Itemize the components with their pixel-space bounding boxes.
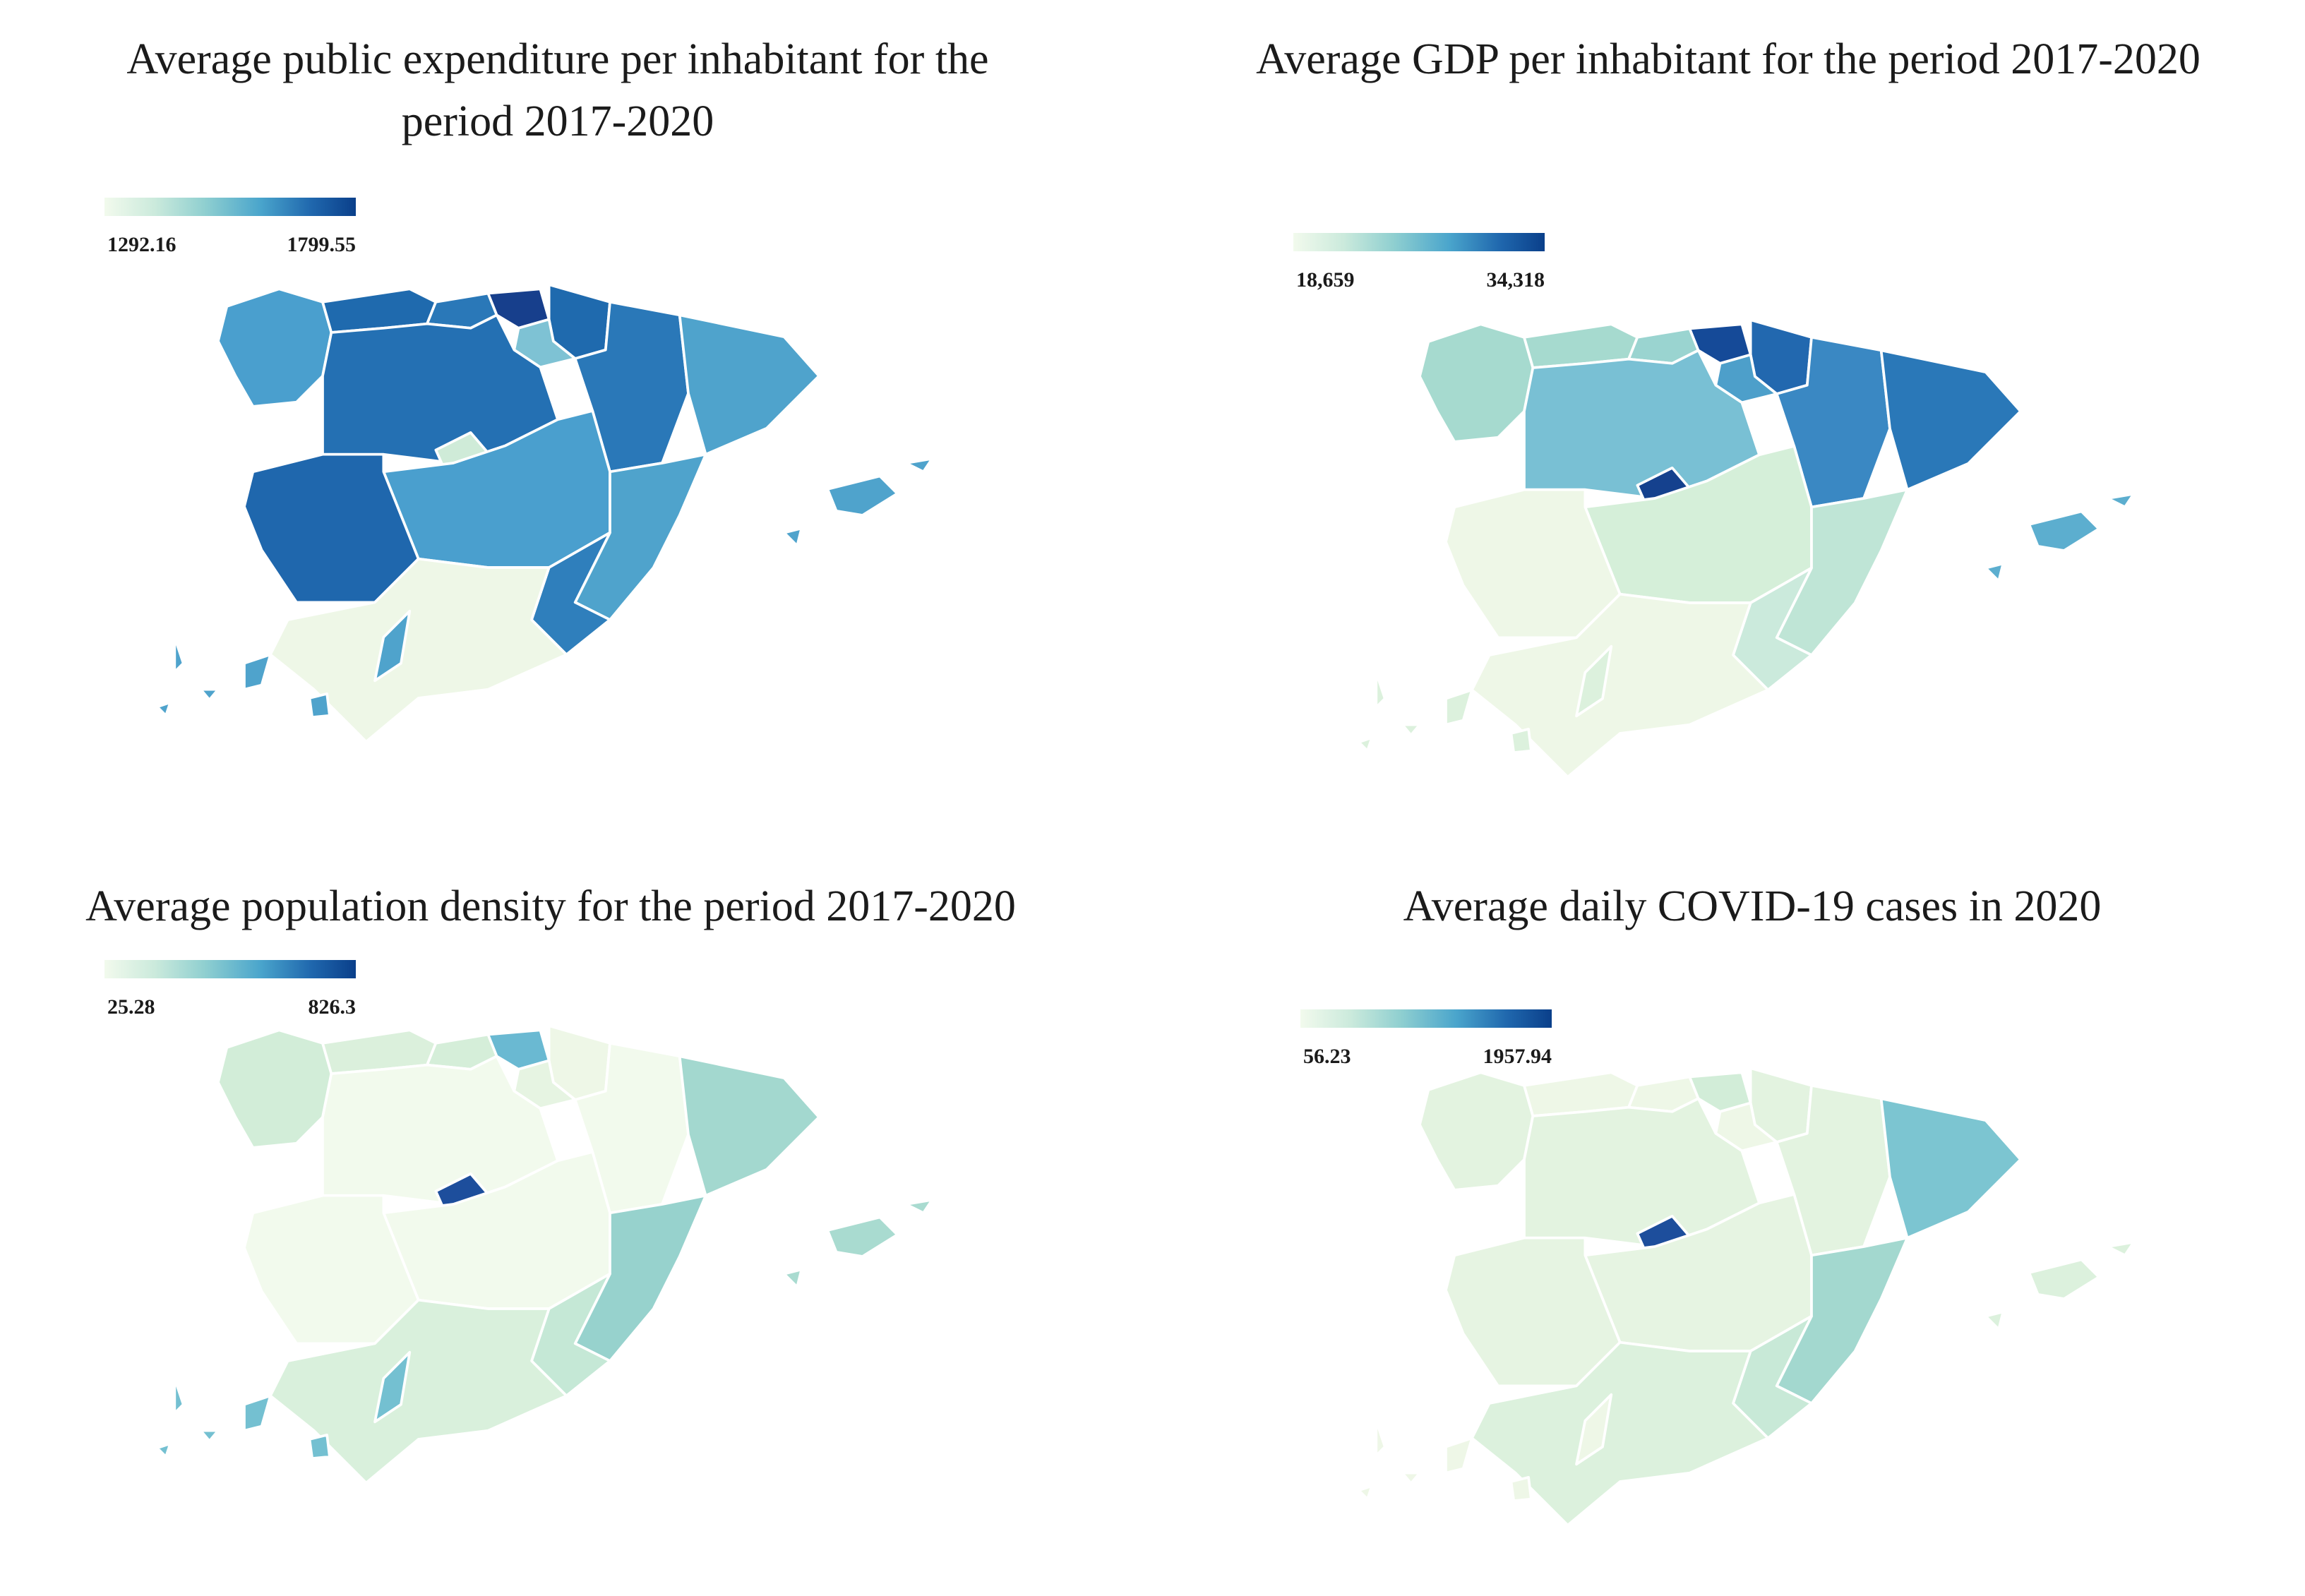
region-galicia	[1418, 1071, 1535, 1192]
panel-gdp: Average GDP per inhabitant for the perio…	[1152, 0, 2304, 798]
region-catalonia	[1879, 1097, 2022, 1240]
region-canary	[155, 1350, 412, 1460]
spain-map	[155, 1024, 934, 1484]
region-galicia	[1418, 323, 1535, 443]
region-balearic	[782, 457, 934, 548]
map-title: Average GDP per inhabitant for the perio…	[1256, 35, 2201, 83]
region-castilla-leon	[1523, 349, 1761, 500]
region-canary	[1357, 644, 1613, 754]
legend-min-label: 56.23	[1303, 1045, 1351, 1068]
legend-max-label: 1799.55	[287, 233, 357, 256]
spain-map	[1357, 1067, 2136, 1527]
region-balearic	[782, 1198, 934, 1289]
legend-max-label: 826.3	[308, 995, 357, 1019]
region-castilla-leon	[1523, 1097, 1761, 1248]
region-catalonia	[1879, 349, 2022, 491]
legend-gradient-bar	[1300, 1009, 1552, 1028]
region-galicia	[217, 1028, 333, 1149]
map-title: Average daily COVID-19 cases in 2020	[1403, 882, 2102, 930]
legend-gradient-bar	[104, 960, 356, 978]
region-andalusia	[269, 557, 568, 743]
region-castilla-leon	[321, 313, 559, 464]
region-galicia	[217, 287, 333, 408]
legend-gradient-bar	[104, 198, 356, 216]
region-balearic	[1984, 492, 2136, 583]
color-legend: 56.23 1957.94	[1300, 1009, 1555, 1087]
color-legend: 25.28 826.3	[104, 960, 359, 1038]
spain-map	[155, 283, 934, 743]
region-catalonia	[678, 1055, 820, 1197]
panel-covid-cases: Average daily COVID-19 cases in 2020 56.…	[1152, 798, 2304, 1595]
color-legend: 18,659 34,318	[1293, 233, 1547, 311]
region-balearic	[1984, 1240, 2136, 1331]
region-canary	[1357, 1393, 1613, 1502]
legend-min-label: 18,659	[1296, 268, 1355, 292]
legend-max-label: 34,318	[1486, 268, 1545, 292]
region-andalusia	[1471, 592, 1770, 779]
color-legend: 1292.16 1799.55	[104, 198, 359, 275]
panel-population-density: Average population density for the perio…	[0, 798, 1152, 1595]
panel-public-expenditure: Average public expenditure per inhabitan…	[0, 0, 1152, 798]
region-catalonia	[678, 313, 820, 456]
region-castilla-leon	[321, 1055, 559, 1206]
spain-map	[1357, 318, 2136, 779]
region-andalusia	[1471, 1340, 1770, 1527]
legend-gradient-bar	[1293, 233, 1545, 251]
region-andalusia	[269, 1298, 568, 1484]
legend-min-label: 25.28	[107, 995, 155, 1019]
region-canary	[155, 609, 412, 719]
legend-min-label: 1292.16	[107, 233, 176, 256]
map-title: Average population density for the perio…	[85, 882, 1016, 930]
legend-max-label: 1957.94	[1483, 1045, 1552, 1068]
map-title: Average public expenditure per inhabitan…	[126, 35, 989, 145]
